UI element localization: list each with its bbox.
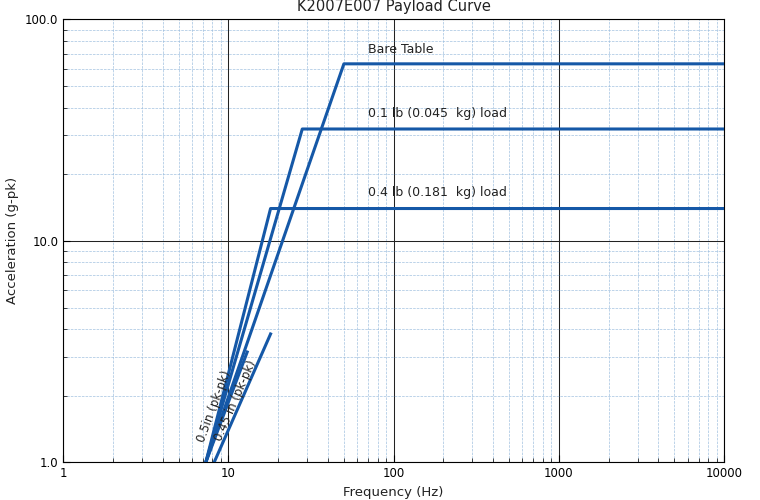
X-axis label: Frequency (Hz): Frequency (Hz) [344, 486, 444, 499]
Text: 0.1 lb (0.045  kg) load: 0.1 lb (0.045 kg) load [368, 108, 507, 120]
Text: 0.5in (pk-pk): 0.5in (pk-pk) [195, 368, 233, 444]
Text: Bare Table: Bare Table [368, 44, 433, 57]
Text: 0.45 in (pk-pk): 0.45 in (pk-pk) [212, 358, 259, 443]
Text: 0.4 lb (0.181  kg) load: 0.4 lb (0.181 kg) load [368, 186, 507, 198]
Y-axis label: Acceleration (g-pk): Acceleration (g-pk) [6, 178, 19, 304]
Title: K2007E007 Payload Curve: K2007E007 Payload Curve [296, 0, 490, 14]
